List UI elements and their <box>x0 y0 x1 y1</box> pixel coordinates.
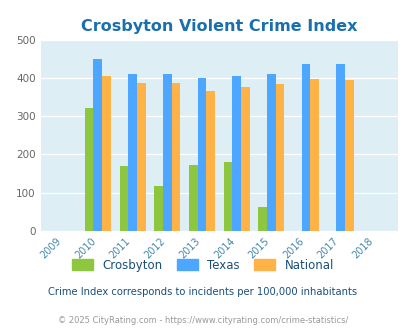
Bar <box>102 76 111 231</box>
Text: © 2025 CityRating.com - https://www.cityrating.com/crime-statistics/: © 2025 CityRating.com - https://www.city… <box>58 315 347 325</box>
Bar <box>85 108 93 231</box>
Bar <box>232 76 240 231</box>
Title: Crosbyton Violent Crime Index: Crosbyton Violent Crime Index <box>81 19 357 34</box>
Bar <box>119 166 128 231</box>
Bar <box>301 64 309 231</box>
Bar <box>223 162 232 231</box>
Bar <box>309 80 318 231</box>
Bar <box>162 75 171 231</box>
Bar <box>197 78 206 231</box>
Text: Crime Index corresponds to incidents per 100,000 inhabitants: Crime Index corresponds to incidents per… <box>48 287 357 297</box>
Bar <box>171 83 180 231</box>
Bar <box>154 186 162 231</box>
Bar <box>128 75 136 231</box>
Bar <box>240 87 249 231</box>
Bar <box>93 59 102 231</box>
Bar <box>206 90 214 231</box>
Bar <box>275 84 283 231</box>
Bar <box>136 83 145 231</box>
Bar <box>335 64 344 231</box>
Bar <box>344 80 353 231</box>
Bar <box>188 165 197 231</box>
Bar <box>258 207 266 231</box>
Legend: Crosbyton, Texas, National: Crosbyton, Texas, National <box>68 255 337 275</box>
Bar <box>266 74 275 231</box>
